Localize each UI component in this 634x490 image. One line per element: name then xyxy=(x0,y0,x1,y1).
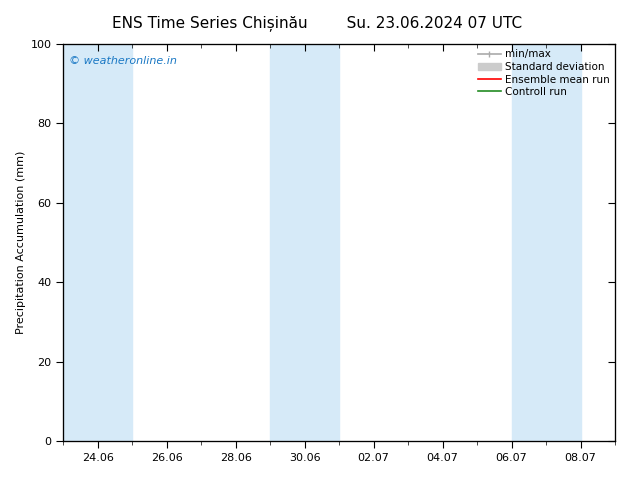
Text: © weatheronline.in: © weatheronline.in xyxy=(69,56,177,66)
Bar xyxy=(512,44,581,441)
Bar xyxy=(63,44,133,441)
Text: ENS Time Series Chișinău        Su. 23.06.2024 07 UTC: ENS Time Series Chișinău Su. 23.06.2024 … xyxy=(112,15,522,30)
Bar xyxy=(270,44,339,441)
Legend: min/max, Standard deviation, Ensemble mean run, Controll run: min/max, Standard deviation, Ensemble me… xyxy=(476,47,612,99)
Y-axis label: Precipitation Accumulation (mm): Precipitation Accumulation (mm) xyxy=(16,151,27,334)
